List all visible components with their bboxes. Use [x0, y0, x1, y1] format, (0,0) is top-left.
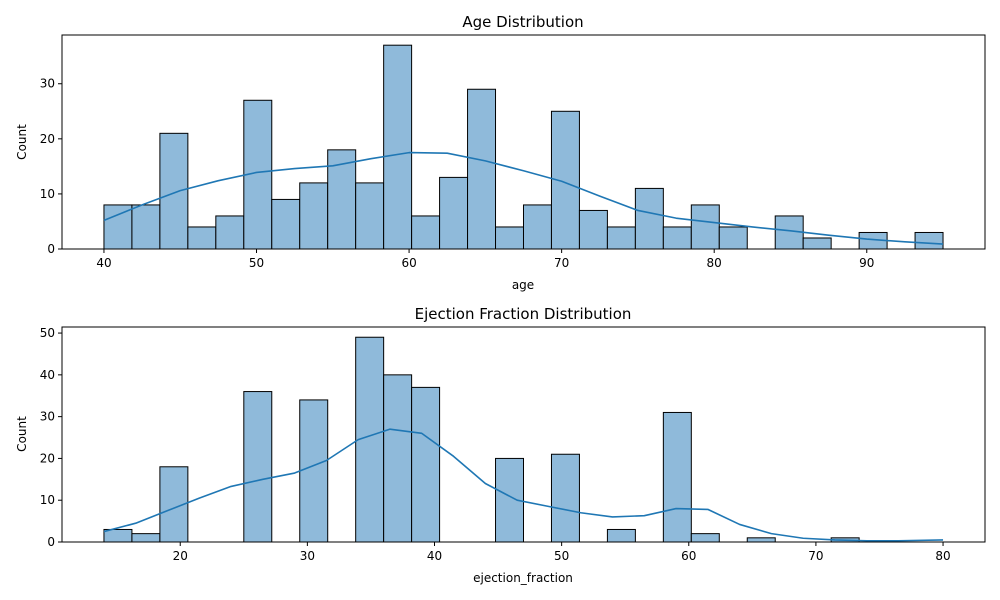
- y-tick-label: 10: [40, 187, 55, 201]
- y-tick-label: 30: [40, 77, 55, 91]
- x-tick-label: 40: [427, 549, 442, 563]
- histogram-bar: [159, 132, 189, 250]
- histogram-bar: [215, 215, 245, 250]
- y-tick-label: 20: [40, 132, 55, 146]
- ejection-fraction-panel: Ejection Fraction Distribution 20 30 40 50 6…: [15, 305, 986, 585]
- x-tick-label: 30: [300, 549, 315, 563]
- histogram-bar: [131, 204, 161, 250]
- age-distribution-panel: Age Distribution 40 50 60 70 80 90 0 10 20 30 ag…: [15, 13, 986, 292]
- histogram-bar: [662, 411, 692, 543]
- x-tick-label: 90: [859, 256, 874, 270]
- histogram-bar: [271, 198, 301, 250]
- bar-group: [103, 44, 944, 250]
- kde-line-group: [103, 428, 944, 542]
- axes-frame: [61, 34, 986, 250]
- x-tick-label: 60: [681, 549, 696, 563]
- y-axis-label: Count: [15, 416, 29, 452]
- histogram-bar: [495, 226, 524, 250]
- y-axis-label: Count: [15, 124, 29, 160]
- axes-frame: [61, 326, 986, 543]
- y-ticks: 0 10 20 30: [40, 77, 62, 256]
- histogram-bar: [634, 187, 664, 250]
- histogram-bar: [103, 528, 133, 543]
- histogram-bar: [578, 209, 608, 250]
- x-tick-label: 70: [808, 549, 823, 563]
- chart-title: Age Distribution: [462, 13, 583, 31]
- histogram-bar: [243, 391, 273, 543]
- histogram-bar: [187, 226, 217, 250]
- histogram-bar: [411, 215, 441, 250]
- kde-line-group: [103, 151, 944, 245]
- x-tick-label: 60: [401, 256, 416, 270]
- histogram-bar: [383, 44, 413, 250]
- histogram-bar: [299, 182, 329, 250]
- histogram-bar: [439, 176, 469, 250]
- histogram-bar: [690, 533, 720, 543]
- y-tick-label: 0: [47, 242, 55, 256]
- kde-line: [103, 151, 944, 245]
- y-tick-label: 40: [40, 368, 55, 382]
- x-ticks: 20 30 40 50 60 70 80: [173, 542, 951, 563]
- x-tick-label: 70: [554, 256, 569, 270]
- y-tick-label: 50: [40, 326, 55, 340]
- y-tick-label: 20: [40, 451, 55, 465]
- y-tick-label: 30: [40, 410, 55, 424]
- histogram-bar: [606, 528, 636, 543]
- histogram-bar: [606, 226, 636, 250]
- x-ticks: 40 50 60 70 80 90: [96, 249, 874, 270]
- x-tick-label: 40: [96, 256, 111, 270]
- histogram-bar: [550, 453, 580, 543]
- chart-title: Ejection Fraction Distribution: [415, 305, 632, 323]
- y-tick-label: 10: [40, 493, 55, 507]
- histogram-bar: [103, 204, 133, 250]
- histogram-bar: [411, 386, 441, 543]
- y-ticks: 0 10 20 30 40 50: [40, 326, 62, 549]
- bar-group: [103, 336, 860, 543]
- histogram-bar: [718, 226, 748, 250]
- kde-line: [103, 428, 944, 542]
- histogram-bar: [690, 204, 720, 250]
- histogram-bar: [131, 533, 161, 543]
- histogram-bar: [802, 237, 832, 250]
- x-tick-label: 20: [173, 549, 188, 563]
- histogram-bar: [662, 226, 692, 250]
- histogram-bar: [383, 374, 413, 543]
- histogram-bar: [299, 399, 329, 543]
- histogram-bar: [355, 182, 385, 250]
- histogram-bar: [914, 231, 944, 250]
- x-tick-label: 80: [707, 256, 722, 270]
- histogram-bar: [467, 88, 497, 250]
- histogram-bar: [746, 537, 776, 543]
- x-tick-label: 50: [249, 256, 264, 270]
- x-tick-label: 50: [554, 549, 569, 563]
- y-tick-label: 0: [47, 535, 55, 549]
- histogram-bar: [522, 204, 552, 250]
- x-axis-label: age: [512, 278, 534, 292]
- x-tick-label: 80: [935, 549, 950, 563]
- x-axis-label: ejection_fraction: [473, 571, 573, 585]
